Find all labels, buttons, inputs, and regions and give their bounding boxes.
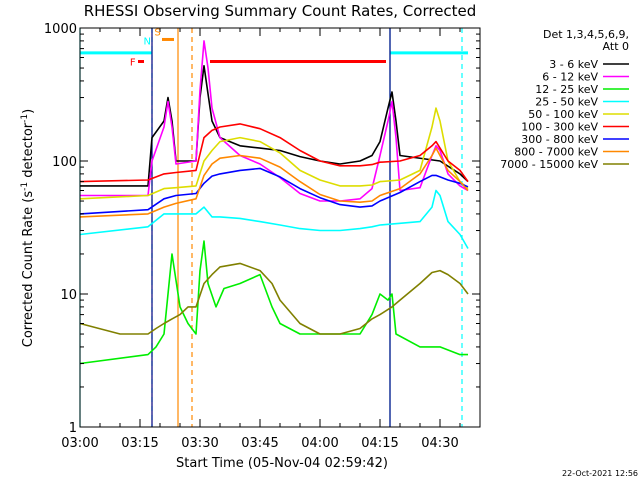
legend-label: 25 - 50 keV	[535, 96, 598, 109]
x-tick-label: 03:30	[181, 436, 218, 451]
series-line-7	[79, 147, 469, 218]
series-line-1	[80, 40, 469, 202]
y-tick-label: 100	[52, 155, 77, 170]
legend-label: 800 - 7000 keV	[514, 146, 598, 159]
series-line-3	[79, 189, 469, 249]
y-tick-label: 1	[69, 421, 77, 436]
series-line-4	[79, 107, 469, 200]
x-tick-label: 04:15	[361, 436, 398, 451]
legend-header-line1: Det 1,3,4,5,6,9,	[543, 28, 629, 41]
ticks-layer: 1 10 100 1000 03:00 03:15 03:30 03:45 04:00 04:15…	[44, 22, 480, 451]
legend-label: 12 - 25 keV	[535, 83, 598, 96]
x-axis-label: Start Time (05-Nov-04 02:59:42)	[176, 456, 388, 471]
legend-label: 100 - 300 keV	[521, 121, 598, 134]
series-line-8	[79, 262, 469, 335]
x-tick-label: 03:15	[121, 436, 158, 451]
x-tick-label: 04:00	[301, 436, 338, 451]
x-tick-label: 04:30	[421, 436, 458, 451]
legend-label: 300 - 800 keV	[521, 133, 598, 146]
legend-label: 7000 - 15000 keV	[500, 158, 598, 171]
series-line-6	[79, 167, 469, 215]
series-line-2	[79, 240, 468, 365]
series-line-0	[80, 65, 469, 187]
y-axis-label: Corrected Count Rate (s-1 detector-1)	[20, 109, 36, 347]
y-tick-label: 1000	[44, 22, 77, 37]
y-tick-label: 10	[60, 288, 77, 303]
annotation-label: S	[154, 27, 160, 38]
data-layer: FNS	[79, 27, 469, 427]
chart-title: RHESSI Observing Summary Count Rates, Co…	[84, 2, 477, 20]
x-tick-label: 03:00	[61, 436, 98, 451]
x-tick-label: 03:45	[241, 436, 278, 451]
legend-label: 3 - 6 keV	[549, 58, 598, 71]
timestamp: 22-Oct-2021 12:56	[562, 469, 638, 478]
series-line-5	[79, 123, 469, 183]
legend-label: 50 - 100 keV	[528, 108, 598, 121]
legend-label: 6 - 12 keV	[542, 71, 598, 84]
annotation-label: F	[130, 57, 136, 68]
annotation-label: N	[143, 37, 150, 48]
legend-header-line2: Att 0	[603, 40, 629, 53]
